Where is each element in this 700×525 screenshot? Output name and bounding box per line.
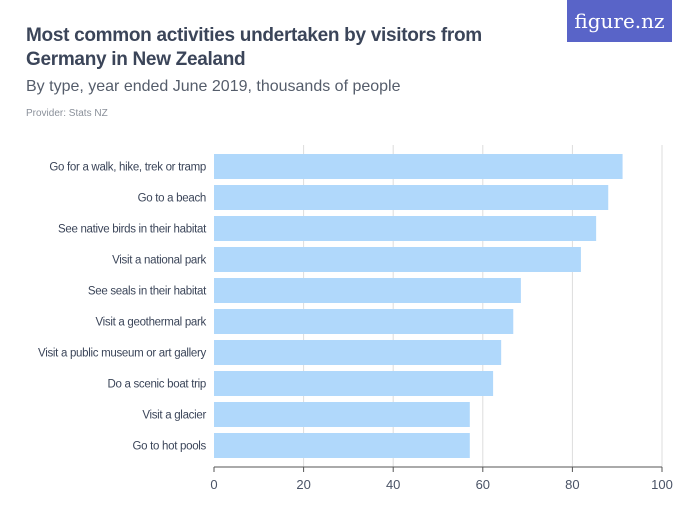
x-tick-label: 0 — [210, 477, 217, 492]
category-label: See seals in their habitat — [88, 286, 207, 298]
bar — [214, 340, 502, 365]
x-tick-label: 20 — [296, 477, 310, 492]
bar — [214, 371, 494, 396]
bar — [214, 309, 514, 334]
bar — [214, 247, 581, 272]
category-label: Visit a glacier — [142, 410, 206, 422]
bar — [214, 402, 470, 427]
category-label: Visit a public museum or art gallery — [38, 348, 207, 360]
x-tick-label: 40 — [386, 477, 400, 492]
bar — [214, 185, 609, 210]
provider-label: Provider: Stats NZ — [26, 108, 108, 119]
category-label: Go for a walk, hike, trek or tramp — [49, 162, 206, 174]
chart-subtitle: By type, year ended June 2019, thousands… — [26, 78, 401, 95]
category-label: See native birds in their habitat — [58, 224, 207, 236]
x-tick-label: 60 — [476, 477, 490, 492]
figure-nz-logo[interactable]: figure.nz — [567, 0, 672, 42]
x-tick-label: 80 — [565, 477, 579, 492]
x-tick-label: 100 — [651, 477, 673, 492]
bar — [214, 216, 597, 241]
category-label: Visit a geothermal park — [95, 317, 206, 329]
category-label: Go to a beach — [138, 193, 206, 205]
bar — [214, 278, 521, 303]
category-label: Do a scenic boat trip — [107, 379, 206, 391]
category-label: Visit a national park — [112, 255, 206, 267]
bar — [214, 433, 470, 458]
chart-title: Most common activities undertaken by vis… — [26, 25, 482, 70]
category-label: Go to hot pools — [133, 441, 207, 453]
bar — [214, 154, 623, 179]
